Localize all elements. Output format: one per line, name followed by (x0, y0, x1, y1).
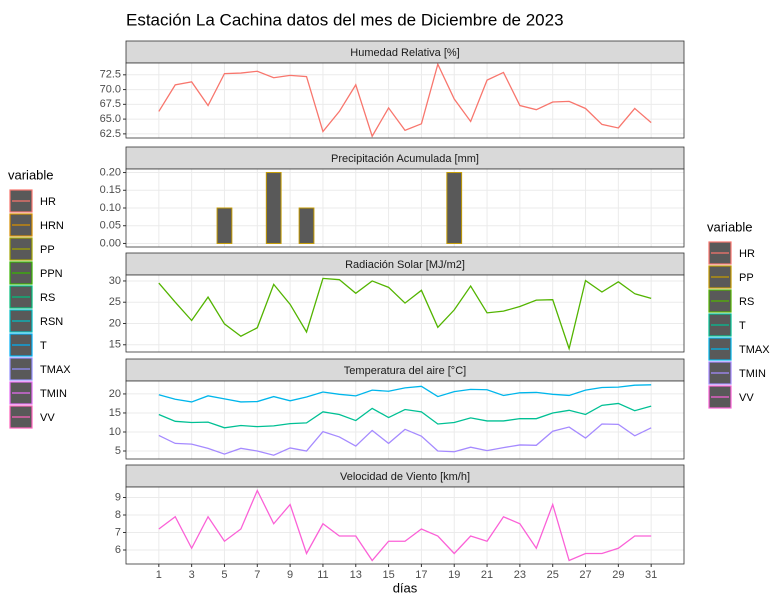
panel-border (125, 486, 685, 565)
y-tick-label: 62.5 (100, 128, 121, 140)
x-tick-label: 25 (547, 569, 559, 581)
legend-label: T (40, 340, 47, 352)
legend-label: TMIN (739, 368, 766, 380)
y-tick-label: 0.05 (100, 220, 121, 232)
x-tick-label: 21 (481, 569, 493, 581)
legend-label: RSN (40, 316, 63, 328)
y-tick-label: 5 (115, 445, 121, 457)
y-tick-label: 10 (109, 426, 121, 438)
y-tick-label: 15 (109, 407, 121, 419)
legend-label: VV (739, 392, 754, 404)
panel-border (125, 168, 685, 248)
line (158, 402, 652, 429)
chart-title: Estación La Cachina datos del mes de Dic… (126, 10, 564, 29)
panel (126, 63, 684, 138)
x-tick-label: 1 (156, 569, 162, 581)
x-tick-label: 27 (579, 569, 591, 581)
strip-title: Velocidad de Viento [km/h] (340, 471, 470, 483)
x-tick-label: 29 (612, 569, 624, 581)
line (158, 62, 652, 138)
legend-label: HR (40, 196, 56, 208)
x-tick-label: 9 (287, 569, 293, 581)
x-tick-label: 11 (317, 569, 328, 581)
legend-label: RS (40, 292, 55, 304)
y-tick-label: 20 (109, 388, 121, 400)
y-tick-label: 70.0 (100, 83, 121, 95)
bar (265, 172, 282, 244)
bar (446, 172, 463, 244)
legend-label: RS (739, 296, 754, 308)
strip-title: Temperatura del aire [°C] (344, 365, 466, 377)
y-tick-label: 0.20 (100, 166, 121, 178)
bar (298, 207, 315, 244)
x-tick-label: 15 (382, 569, 394, 581)
panel-border (125, 62, 685, 139)
x-tick-label: 17 (415, 569, 427, 581)
panel (126, 381, 684, 459)
legend-title: variable (8, 167, 54, 182)
legend-title: variable (707, 219, 753, 234)
y-tick-label: 9 (115, 491, 121, 503)
legend-label: VV (40, 412, 55, 424)
bar (216, 207, 233, 244)
panel-border (125, 274, 685, 353)
y-tick-label: 15 (109, 339, 121, 351)
strip-title: Humedad Relativa [%] (350, 47, 459, 59)
y-tick-label: 65.0 (100, 113, 121, 125)
y-tick-label: 25 (109, 296, 121, 308)
y-tick-label: 0.00 (100, 237, 121, 249)
x-tick-label: 31 (645, 569, 657, 581)
x-tick-label: 13 (350, 569, 362, 581)
y-tick-label: 0.15 (100, 184, 121, 196)
strip-title: Radiación Solar [MJ/m2] (345, 259, 465, 271)
legend-label: TMAX (40, 364, 71, 376)
x-tick-label: 3 (189, 569, 195, 581)
panel-border (125, 380, 685, 460)
strip-title: Precipitación Acumulada [mm] (331, 153, 479, 165)
legend-label: T (739, 320, 746, 332)
line (158, 384, 652, 403)
y-tick-label: 0.10 (100, 202, 121, 214)
x-tick-label: 5 (221, 569, 227, 581)
line (158, 277, 652, 351)
x-tick-label: 7 (254, 569, 260, 581)
y-tick-label: 72.5 (100, 69, 121, 81)
y-tick-label: 7 (115, 526, 121, 538)
y-tick-label: 20 (109, 317, 121, 329)
x-tick-label: 19 (448, 569, 460, 581)
y-tick-label: 8 (115, 509, 121, 521)
legend-label: PPN (40, 268, 63, 280)
line (158, 423, 652, 456)
y-tick-label: 67.5 (100, 98, 121, 110)
legend-label: PP (739, 272, 754, 284)
legend-label: HR (739, 248, 755, 260)
y-tick-label: 30 (109, 275, 121, 287)
y-tick-label: 6 (115, 544, 121, 556)
legend-label: PP (40, 244, 55, 256)
line (158, 488, 652, 562)
x-tick-label: 23 (514, 569, 526, 581)
panel (126, 487, 684, 564)
legend-label: TMAX (739, 344, 770, 356)
x-axis-label: días (393, 580, 418, 595)
panel (126, 275, 684, 352)
legend-label: HRN (40, 220, 64, 232)
legend-label: TMIN (40, 388, 67, 400)
